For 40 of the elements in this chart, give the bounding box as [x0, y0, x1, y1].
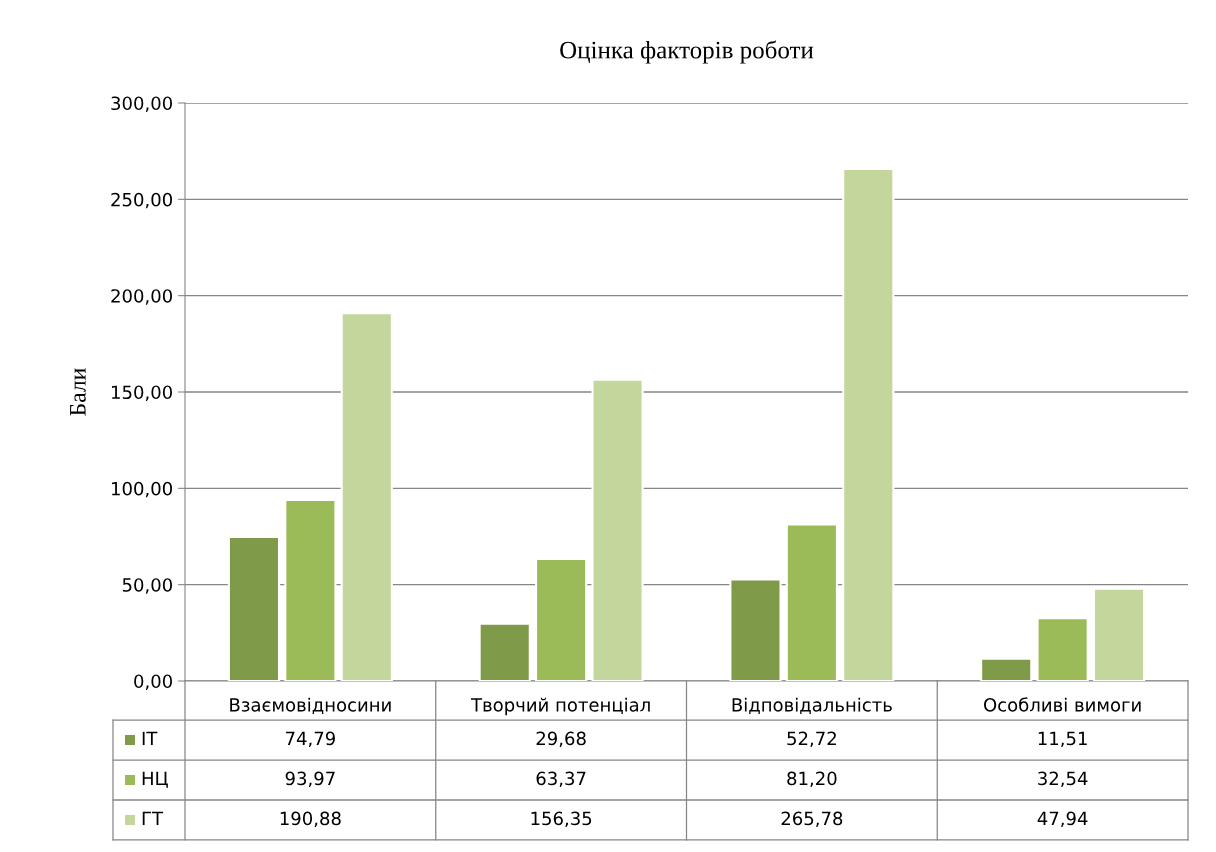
bar — [227, 535, 281, 681]
y-tick-label: 200,00 — [111, 289, 172, 305]
bar — [980, 657, 1033, 681]
y-tick-label: 300,00 — [111, 96, 172, 112]
data-label: 265,78 — [781, 811, 843, 828]
x-tick-label: Взаємовідносини — [230, 697, 391, 714]
data-label: 81,20 — [787, 771, 837, 788]
y-tick-label: 50,00 — [122, 578, 172, 594]
bar — [478, 622, 531, 681]
x-tick-label: Особливі вимоги — [984, 697, 1141, 712]
y-tick-label: 250,00 — [111, 192, 172, 209]
data-label: 52,72 — [787, 731, 836, 748]
x-tick-label: Творчий потенціал — [470, 697, 650, 716]
data-label: 93,97 — [285, 771, 335, 788]
y-axis-title: Бали — [70, 368, 86, 416]
bar — [1092, 587, 1146, 681]
data-label: 29,68 — [536, 731, 586, 748]
bar — [785, 523, 838, 681]
legend-label: ІТ — [142, 731, 158, 745]
data-label: 11,51 — [1038, 731, 1087, 748]
chart-title: Оцінка факторів роботи — [560, 40, 814, 64]
data-label: 47,94 — [1037, 811, 1088, 828]
bar — [591, 378, 644, 681]
data-label: 63,37 — [536, 771, 586, 788]
data-label: 32,54 — [1038, 771, 1088, 788]
y-tick-label: 150,00 — [112, 385, 172, 401]
data-label: 190,88 — [280, 811, 341, 828]
y-tick-label: 100,00 — [112, 481, 172, 498]
bar — [284, 498, 337, 681]
bar — [535, 557, 588, 681]
data-label: 74,79 — [286, 731, 335, 748]
bar — [842, 167, 895, 681]
bar — [729, 578, 782, 681]
y-tick-label: 0,00 — [134, 674, 172, 690]
legend-label: НЦ — [142, 771, 168, 788]
data-label: 156,35 — [531, 811, 592, 828]
bar — [1036, 617, 1089, 681]
x-tick-label: Відповідальність — [732, 697, 892, 714]
legend-label: ГТ — [142, 811, 164, 825]
bar — [340, 312, 393, 681]
